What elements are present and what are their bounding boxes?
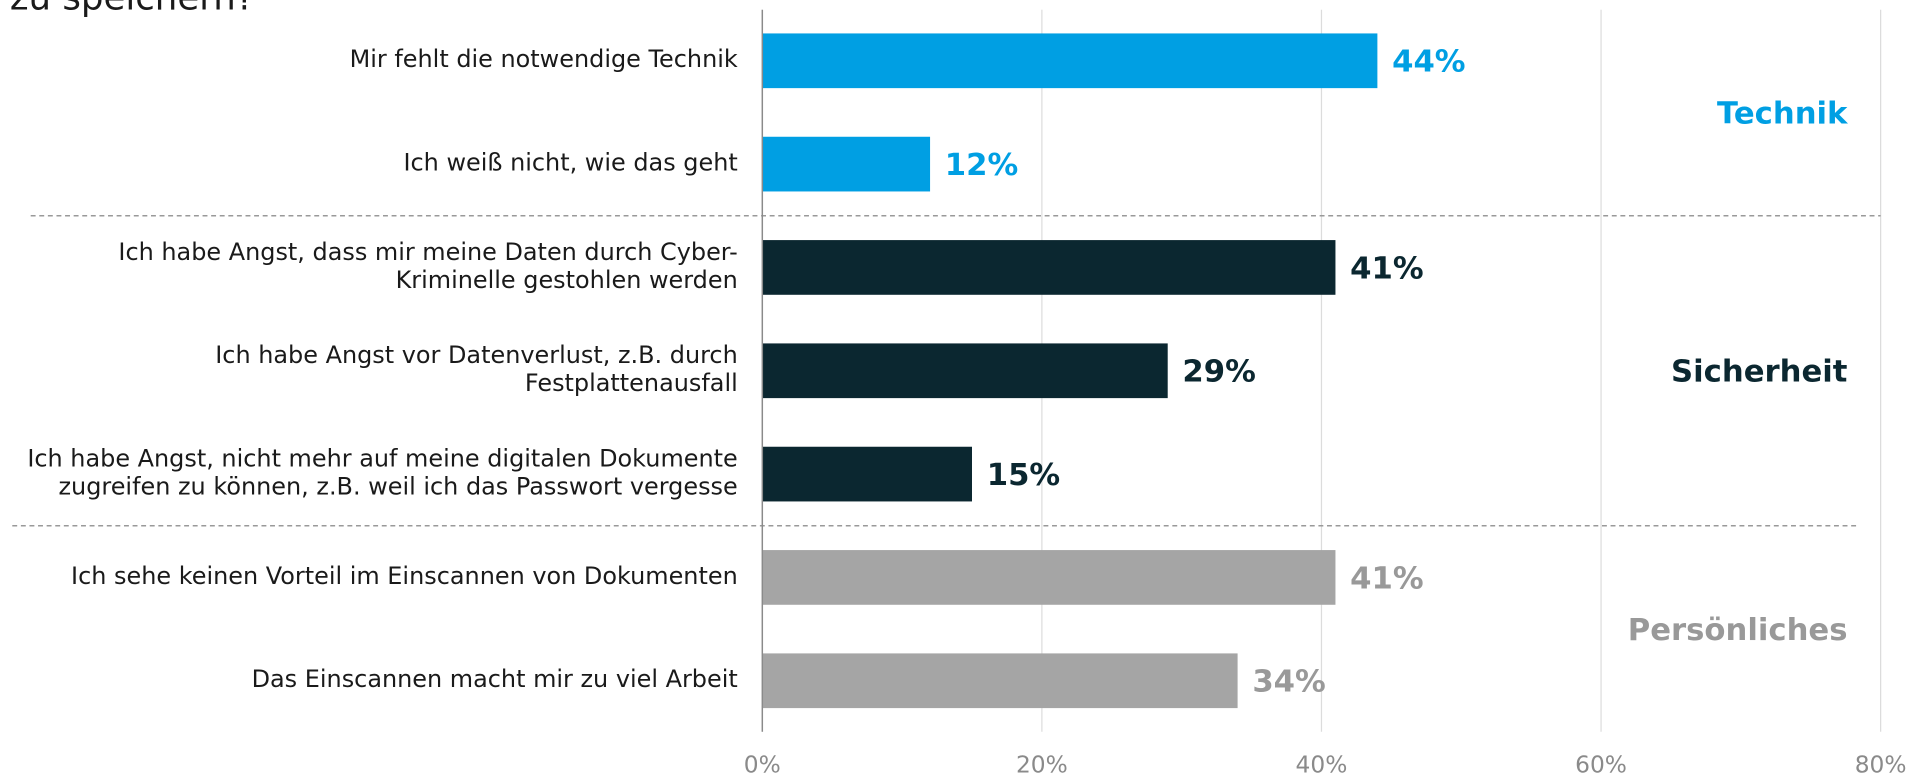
x-tick-label: 20% xyxy=(1016,751,1068,778)
category-label: Ich habe Angst, dass mir meine Daten dur… xyxy=(118,238,737,294)
value-label: 12% xyxy=(945,148,1018,183)
category-label: Ich habe Angst vor Datenverlust, z.B. du… xyxy=(215,341,738,397)
value-label: 41% xyxy=(1350,251,1423,286)
bar xyxy=(762,550,1336,605)
category-label: Das Einscannen macht mir zu viel Arbeit xyxy=(252,665,738,693)
category-label: Ich habe Angst, nicht mehr auf meine dig… xyxy=(27,445,737,501)
group-label: Sicherheit xyxy=(1671,355,1847,390)
value-label: 34% xyxy=(1252,665,1325,700)
category-label: Ich weiß nicht, wie das geht xyxy=(403,149,737,177)
category-line: Kriminelle gestohlen werden xyxy=(396,266,738,294)
category-line: Ich habe Angst vor Datenverlust, z.B. du… xyxy=(215,341,738,369)
bar xyxy=(762,446,973,502)
category-line: Ich habe Angst, dass mir meine Daten dur… xyxy=(118,238,737,266)
category-line: zugreifen zu können, z.B. weil ich das P… xyxy=(58,473,737,501)
category-line: Ich sehe keinen Vorteil im Einscannen vo… xyxy=(71,562,738,590)
x-tick-label: 40% xyxy=(1296,751,1348,778)
bar xyxy=(762,240,1336,295)
x-tick-label: 80% xyxy=(1855,751,1907,778)
bar xyxy=(762,136,931,192)
bar xyxy=(762,33,1378,89)
group-label: Technik xyxy=(1717,96,1848,131)
value-label: 41% xyxy=(1350,561,1423,596)
category-line: Das Einscannen macht mir zu viel Arbeit xyxy=(252,665,738,693)
category-line: Ich habe Angst, nicht mehr auf meine dig… xyxy=(27,445,737,473)
x-tick-label: 60% xyxy=(1575,751,1627,778)
category-label: Ich sehe keinen Vorteil im Einscannen vo… xyxy=(71,562,738,590)
chart-title: zu speichern? xyxy=(10,0,255,19)
value-label: 29% xyxy=(1182,355,1255,390)
x-tick-label: 0% xyxy=(744,751,781,778)
value-label: 44% xyxy=(1392,45,1465,80)
category-line: Ich weiß nicht, wie das geht xyxy=(403,149,737,177)
group-label: Persönliches xyxy=(1628,613,1848,648)
bar xyxy=(762,343,1168,399)
category-line: Festplattenausfall xyxy=(525,369,738,397)
bar xyxy=(762,653,1238,709)
category-line: Mir fehlt die notwendige Technik xyxy=(350,45,738,73)
value-label: 15% xyxy=(987,458,1060,493)
category-label: Mir fehlt die notwendige Technik xyxy=(350,45,738,73)
